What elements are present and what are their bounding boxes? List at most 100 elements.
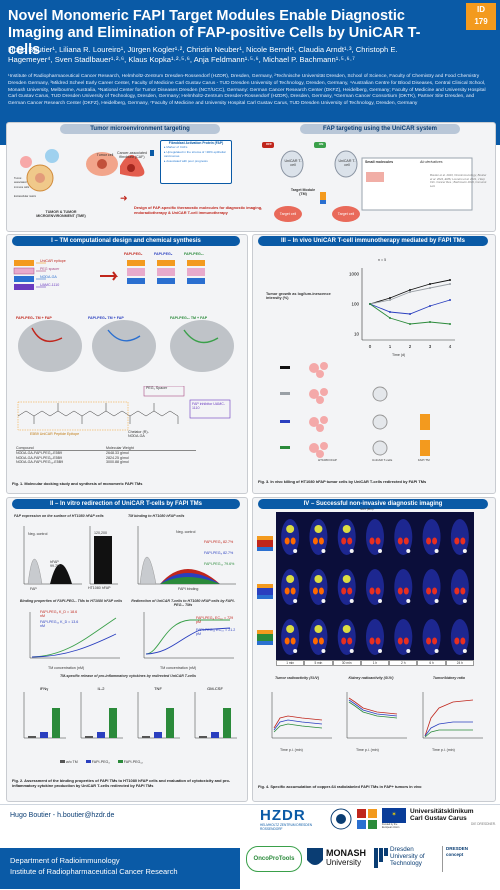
tud-line-3: Technology bbox=[390, 860, 422, 867]
heart-signal bbox=[342, 575, 351, 583]
authors: Hugo Boutier¹, Liliana R. Loureiro¹, Jür… bbox=[8, 45, 480, 65]
time-label: 30 min bbox=[332, 660, 361, 667]
kidney-signal bbox=[426, 587, 432, 595]
time-label: 5 min bbox=[304, 660, 333, 667]
cytokine-label: TNF bbox=[154, 686, 162, 691]
table-row: NODA-GA-FAPI-PEG₁₂-E5B9 3000.88 g/mol bbox=[16, 460, 196, 464]
bar bbox=[52, 708, 60, 738]
binding-xlabel: FAPI binding bbox=[178, 587, 199, 591]
bar bbox=[97, 732, 105, 738]
tumor-signal bbox=[462, 649, 467, 653]
ukd-line-3: DIE DRESDNER. bbox=[471, 822, 496, 826]
data-point bbox=[449, 299, 451, 301]
fig4-caption: Fig. 4. Specific accumulation of copper-… bbox=[258, 784, 422, 789]
mouse-body bbox=[366, 569, 384, 605]
sec3-n: n = 5 bbox=[378, 258, 387, 262]
mouse-body bbox=[309, 519, 328, 555]
intro-right-title: FAP targeting using the UniCAR system bbox=[300, 124, 460, 134]
series-line-2 bbox=[424, 729, 473, 738]
sec3-xlabel: Time (d) bbox=[392, 353, 406, 357]
tick-label: 100 bbox=[351, 302, 359, 307]
ukd-line-2: Carl Gustav Carus bbox=[410, 815, 467, 822]
target-module-label: Target Module (TM) bbox=[290, 188, 316, 197]
curve-peg4 bbox=[31, 617, 117, 658]
row-icon-peg8 bbox=[257, 584, 273, 599]
tick-label: 4 bbox=[449, 344, 452, 349]
kidney-signal bbox=[284, 637, 290, 645]
kd-peg4: FAPI-PEG₄ K_D = 18.6 nM bbox=[40, 610, 78, 619]
legend-item: FAPI-PEG₄ bbox=[85, 760, 110, 764]
contact-email[interactable]: Hugo Boutier - h.boutier@hzdr.de bbox=[10, 812, 115, 819]
oncoprotools-text: OncoProTools bbox=[253, 856, 295, 862]
id-number: 179 bbox=[474, 17, 488, 26]
kidney-signal bbox=[290, 637, 296, 645]
mouse-body bbox=[337, 619, 356, 655]
kidney-signal bbox=[284, 587, 290, 595]
fap-molecule-value: 120,200 bbox=[94, 531, 107, 535]
unicar-illustration bbox=[262, 142, 473, 222]
ratio-chart bbox=[422, 692, 483, 739]
tumor-signal bbox=[321, 649, 326, 653]
kidney-signal bbox=[375, 537, 381, 545]
kidney-signal bbox=[454, 537, 460, 545]
caf-label: Cancer-associated fibroblast (CAF) bbox=[117, 151, 147, 160]
series-line-1 bbox=[348, 699, 398, 717]
data-point bbox=[449, 279, 451, 281]
bottom-label-cells: HT1080 hFAP bbox=[318, 458, 337, 462]
sec2-sub1: FAP expression on the surface of HT1080 … bbox=[14, 514, 104, 518]
tumor-signal bbox=[378, 549, 382, 553]
data-point bbox=[389, 297, 391, 299]
mouse-body bbox=[394, 569, 413, 605]
tme-legend-1: Tumor-associated immune cells bbox=[14, 177, 30, 189]
tumor-signal bbox=[378, 599, 382, 603]
fap-point-2: ▸ Upregulated in the stroma of >90% epit… bbox=[164, 149, 226, 159]
cytokine-label: GM-CSF bbox=[207, 686, 223, 691]
tick-label: 2 bbox=[409, 344, 412, 349]
bottom-label-tm: FAPI TM bbox=[418, 458, 430, 462]
poster-title: Novel Monomeric FAPI Target Modules Enab… bbox=[8, 8, 421, 58]
fig2-caption: Fig. 2. Assessment of the binding proper… bbox=[12, 778, 231, 788]
mouse-body bbox=[366, 619, 384, 655]
kidney-signal bbox=[432, 637, 438, 645]
time-strip: 1 min 5 min 30 min 1 h 2 h 6 h 24 h bbox=[276, 660, 474, 667]
kidney-signal bbox=[312, 637, 318, 645]
tumor-signal bbox=[406, 599, 411, 603]
lysis-curve-chart bbox=[143, 612, 234, 659]
table-row: NODA-GA-FAPI-PEG₄-E5B9 2648.33 g/mol bbox=[16, 451, 196, 455]
mw-table: Compound Molecular Weight NODA-GA-FAPI-P… bbox=[16, 446, 196, 465]
kidney-signal bbox=[347, 587, 353, 595]
cytokine-bar-charts: IFNγ IL-2 TNF GM-CSF bbox=[23, 686, 237, 739]
mw-compound: NODA-GA-FAPI-PEG₁₂-E5B9 bbox=[16, 460, 64, 465]
tm-binding-histogram bbox=[137, 526, 236, 585]
bar bbox=[154, 732, 162, 738]
kidney-signal bbox=[403, 587, 409, 595]
binding-curve-chart bbox=[29, 612, 120, 659]
hzdr-logo: HZDR HELMHOLTZ ZENTRUM DRESDEN ROSSENDOR… bbox=[260, 808, 324, 832]
table-row: NODA-GA-FAPI-PEG₈-E5B9 2824.25 g/mol bbox=[16, 456, 196, 460]
series-line-0 bbox=[273, 715, 323, 729]
section-4-title: IV – Successful non-invasive diagnostic … bbox=[258, 499, 488, 509]
mouse-body bbox=[450, 519, 469, 555]
design-text: Design of FAP-specific theranostic molec… bbox=[134, 205, 263, 215]
kidney-signal bbox=[460, 637, 466, 645]
label-nodaga: NODA-GA bbox=[40, 275, 57, 279]
kidney-signal bbox=[341, 587, 347, 595]
data-point bbox=[389, 311, 391, 313]
series-line-2 bbox=[273, 723, 323, 733]
struct-label-e5b9: E5B9 UniCAR Peptide Epitope bbox=[30, 432, 80, 436]
kidney-signal bbox=[426, 537, 432, 545]
time-label: 1 h bbox=[360, 660, 390, 667]
kidney-signal bbox=[312, 537, 318, 545]
intro-left-title: Tumor microenvironment targeting bbox=[60, 124, 220, 134]
mw-value: 3000.88 g/mol bbox=[106, 460, 129, 465]
tumor-signal bbox=[293, 649, 298, 653]
cytokine-label: IFNγ bbox=[40, 686, 48, 691]
ec50-peg4: FAPI-PEG₄ EC₅₀ = 729 pM bbox=[196, 616, 234, 625]
mw-value: 2648.33 g/mol bbox=[106, 451, 129, 456]
section-1-diagram bbox=[13, 260, 234, 372]
kidney-signal bbox=[375, 587, 381, 595]
target-cell-off: Target cell bbox=[279, 212, 297, 216]
bar bbox=[85, 736, 93, 738]
kidney-signal bbox=[290, 587, 296, 595]
data-point bbox=[429, 283, 431, 285]
